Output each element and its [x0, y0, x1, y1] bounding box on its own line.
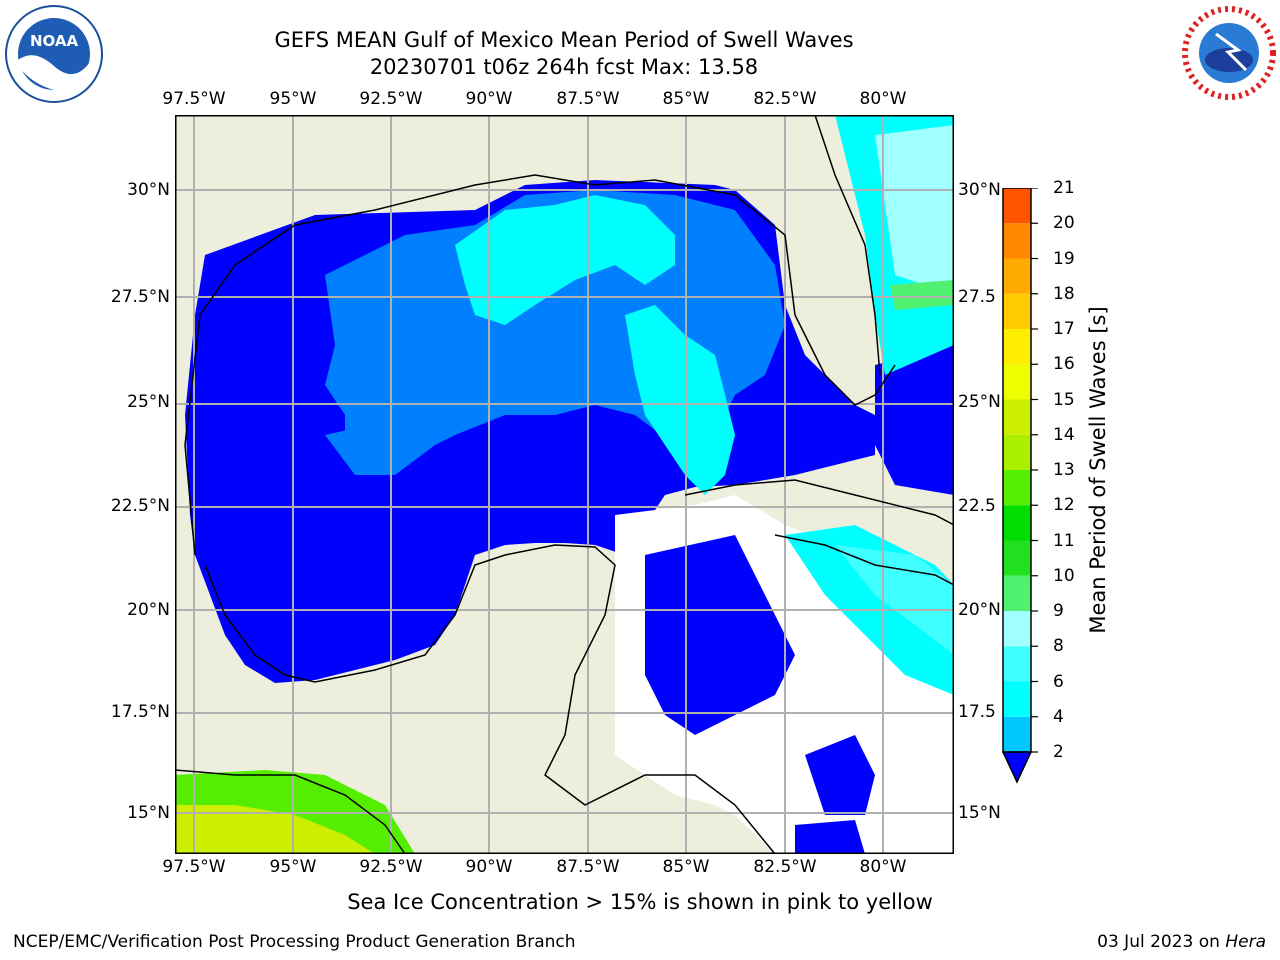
- lat-label-left: 27.5°N: [110, 287, 170, 307]
- chart-subtitle: 20230701 t06z 264h fcst Max: 13.58: [369, 55, 759, 79]
- graticule: [175, 115, 954, 854]
- colorbar-tick-label: 16: [1053, 354, 1075, 375]
- lat-label-left: 15°N: [127, 803, 170, 823]
- atlantic-lightcyan: [875, 125, 954, 295]
- lon-label-top: 95°W: [269, 89, 317, 109]
- gulf-cyan-south: [625, 305, 735, 495]
- pacific-yellow: [175, 805, 375, 854]
- lon-label-top: 90°W: [465, 89, 513, 109]
- lat-label-right: 20°N: [958, 600, 1001, 620]
- lat-label-left: 20°N: [127, 600, 170, 620]
- chart-title: GEFS MEAN Gulf of Mexico Mean Period of …: [274, 28, 854, 52]
- lon-label-top: 80°W: [859, 89, 907, 109]
- lon-label-top: 82.5°W: [753, 89, 817, 109]
- credit-line: NCEP/EMC/Verification Post Processing Pr…: [13, 932, 576, 952]
- colorbar-band: [1003, 540, 1031, 576]
- colorbar-band: [1003, 434, 1031, 470]
- date-line: 03 Jul 2023 on Hera: [1097, 932, 1266, 952]
- colorbar-tick-label: 12: [1053, 495, 1075, 516]
- lon-label-bottom: 95°W: [269, 857, 317, 877]
- gulf-cyan-north: [455, 195, 675, 325]
- colorbar-band: [1003, 364, 1031, 400]
- lat-label-left: 17.5°N: [110, 702, 170, 722]
- lat-label-right: 30°N: [958, 180, 1001, 200]
- caribbean-blue-3: [795, 820, 865, 854]
- colorbar-tick-label: 17: [1053, 319, 1075, 339]
- nws-logo: [1182, 6, 1276, 100]
- colorbar-tick-label: 4: [1053, 706, 1064, 727]
- colorbar-tick-label: 21: [1053, 178, 1075, 198]
- lat-label-left: 30°N: [127, 180, 170, 200]
- lat-label-right: 22.5: [958, 496, 996, 516]
- coastlines: [175, 115, 954, 854]
- gulf-lightblue-west: [325, 415, 435, 475]
- lon-label-bottom: 85°W: [662, 857, 710, 877]
- lon-label-bottom: 92.5°W: [359, 857, 423, 877]
- colorbar-label: Mean Period of Swell Waves [s]: [1086, 306, 1110, 634]
- colorbar-tick-label: 8: [1053, 636, 1064, 657]
- colorbar-band: [1003, 188, 1031, 224]
- colorbar-tick-label: 13: [1053, 460, 1075, 480]
- colorbar-tick-label: 15: [1053, 389, 1075, 410]
- colorbar-band: [1003, 399, 1031, 435]
- colorbar-band: [1003, 329, 1031, 365]
- lon-label-bottom: 82.5°W: [753, 857, 817, 877]
- lon-label-bottom: 90°W: [465, 857, 513, 877]
- colorbar-band: [1003, 716, 1031, 752]
- lat-label-left: 22.5°N: [110, 496, 170, 516]
- date-text: 03 Jul 2023 on: [1097, 932, 1226, 952]
- lat-label-left: 25°N: [127, 392, 170, 412]
- colorbar-band: [1003, 258, 1031, 294]
- lon-label-bottom: 97.5°W: [162, 857, 226, 877]
- map-panel: [175, 115, 954, 854]
- colorbar-band: [1003, 646, 1031, 682]
- colorbar-band: [1003, 611, 1031, 647]
- lon-label-top: 92.5°W: [359, 89, 423, 109]
- map-frame: [175, 115, 954, 854]
- sea-ice-note: Sea Ice Concentration > 15% is shown in …: [347, 890, 933, 914]
- lat-label-right: 15°N: [958, 803, 1001, 823]
- colorbar-extend: [1002, 751, 1033, 784]
- colorbar-tick-label: 10: [1053, 565, 1075, 586]
- colorbar-tick-label: 19: [1053, 248, 1075, 269]
- lat-label-right: 25°N: [958, 392, 1001, 412]
- noaa-logo: NOAA: [5, 5, 103, 103]
- colorbar-band: [1003, 681, 1031, 717]
- colorbar-band: [1003, 470, 1031, 506]
- lon-label-bottom: 87.5°W: [556, 857, 620, 877]
- colorbar-tick-label: 6: [1053, 671, 1064, 692]
- machine-name: Hera: [1225, 932, 1266, 952]
- atlantic-green: [890, 280, 954, 310]
- colorbar-band: [1003, 505, 1031, 541]
- colorbar-band: [1003, 575, 1031, 611]
- atlantic-blue: [875, 345, 954, 495]
- colorbar-tick-label: 20: [1053, 213, 1075, 234]
- colorbar-tick-label: 14: [1053, 424, 1075, 445]
- colorbar-tick-label: 18: [1053, 283, 1075, 304]
- caribbean-blue-1: [645, 535, 795, 735]
- colorbar-band: [1003, 223, 1031, 259]
- lon-label-bottom: 80°W: [859, 857, 907, 877]
- caribbean-blue-2: [805, 735, 875, 815]
- lat-label-right: 27.5: [958, 287, 996, 307]
- colorbar: [1002, 188, 1038, 784]
- colorbar-tick-label: 2: [1053, 742, 1064, 762]
- svg-text:NOAA: NOAA: [30, 32, 79, 50]
- lat-label-right: 17.5: [958, 702, 996, 722]
- colorbar-band: [1003, 293, 1031, 329]
- colorbar-tick-label: 9: [1053, 601, 1064, 621]
- colorbar-tick-label: 11: [1053, 530, 1075, 551]
- lon-label-top: 85°W: [662, 89, 710, 109]
- lon-label-top: 97.5°W: [162, 89, 226, 109]
- lon-label-top: 87.5°W: [556, 89, 620, 109]
